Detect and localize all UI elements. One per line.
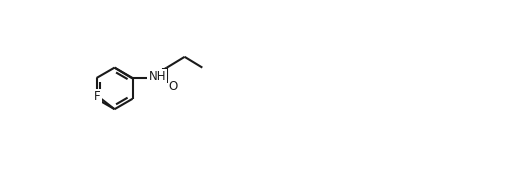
Text: O: O [168, 80, 178, 93]
Text: NH: NH [148, 70, 166, 83]
Text: F: F [94, 90, 101, 103]
